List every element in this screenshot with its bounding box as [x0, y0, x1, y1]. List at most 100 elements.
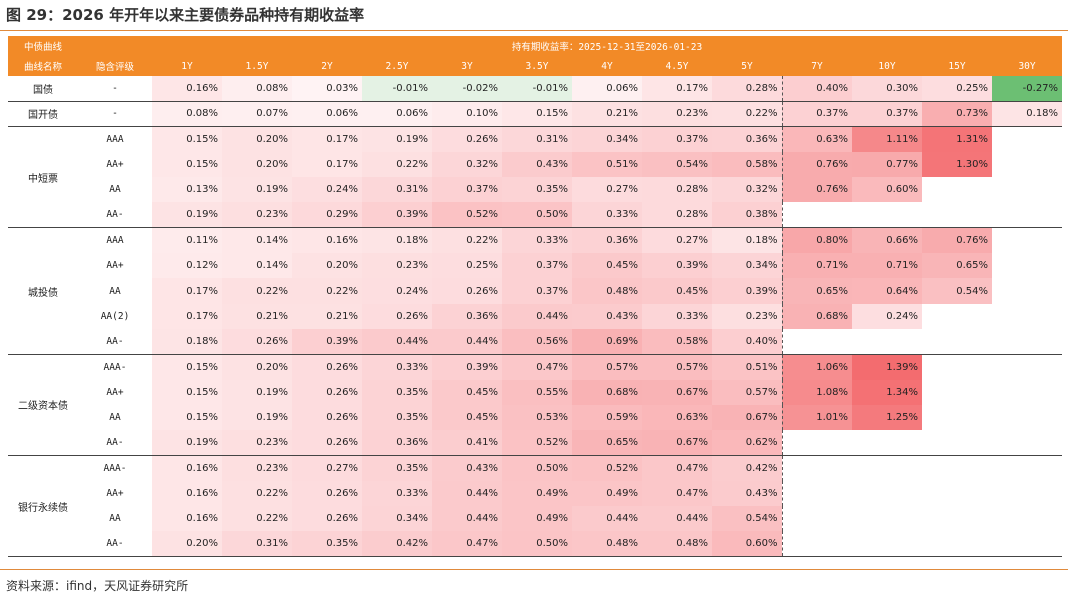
yield-cell: 0.44%	[502, 303, 572, 329]
rating-cell: AA	[109, 184, 121, 196]
yield-cell: 0.58%	[712, 151, 783, 178]
yield-cell: 0.24%	[362, 278, 432, 304]
rating-cell: AA(2)	[100, 310, 130, 322]
rating-cell: -	[78, 101, 152, 128]
yield-cell: 0.32%	[712, 177, 783, 203]
table-row: AA- 0.20% 0.31% 0.35% 0.42% 0.47% 0.50% 0.48% 0.…	[8, 531, 1063, 558]
yield-cell: 0.76%	[782, 151, 852, 178]
curve-name: 国债	[8, 76, 78, 102]
yield-cell: 0.22%	[292, 278, 362, 304]
rating-cell: AA+	[106, 487, 124, 499]
yield-cell: 1.06%	[782, 354, 852, 380]
yield-cell	[992, 152, 1062, 177]
yield-cell	[922, 202, 992, 229]
yield-cell	[992, 354, 1062, 379]
tenor-header: 30Y	[992, 56, 1063, 76]
yield-cell: 0.16%	[152, 455, 222, 481]
yield-cell: 0.48%	[572, 278, 642, 304]
rating-cell: AA-	[78, 531, 152, 558]
yield-cell	[782, 531, 852, 558]
yield-cell: 0.33%	[362, 480, 432, 507]
yield-cell: 0.34%	[712, 253, 783, 279]
yield-cell: 0.23%	[362, 253, 432, 279]
table-row: AA+ 0.15% 0.20% 0.17% 0.22% 0.32% 0.43% 0.51% 0.…	[8, 151, 1062, 178]
yield-cell: 0.26%	[292, 354, 362, 380]
yield-cell	[922, 328, 992, 355]
yield-cell	[992, 202, 1063, 229]
yield-cell: 0.12%	[152, 253, 222, 279]
yield-cell: 0.73%	[922, 101, 992, 128]
yield-cell: 0.26%	[222, 328, 292, 355]
yield-cell: 1.31%	[922, 126, 992, 152]
yield-cell: 0.45%	[432, 379, 502, 405]
yield-cell: 0.37%	[502, 253, 572, 279]
yield-cell: 1.39%	[852, 354, 922, 380]
yield-cell	[782, 481, 852, 506]
table-row: AA 0.15% 0.19% 0.26% 0.35% 0.45% 0.53% 0.59% 0.6…	[8, 404, 1062, 431]
yield-cell: 0.14%	[222, 253, 292, 279]
yield-cell: 0.47%	[642, 455, 712, 481]
rating-cell: AA+	[106, 159, 124, 171]
tenor-header: 3.5Y	[502, 56, 572, 76]
yield-cell: 0.77%	[852, 151, 922, 178]
yield-cell: 0.52%	[432, 202, 502, 229]
yield-cell: 0.76%	[922, 227, 992, 254]
yield-cell: 0.17%	[152, 278, 222, 304]
header-rating: 隐含评级	[78, 56, 152, 76]
yield-table-container: 中债曲线 持有期收益率：2025-12-31至2026-01-23 曲线名称 隐…	[8, 36, 1063, 558]
yield-cell: 0.36%	[432, 303, 502, 329]
yield-cell: 0.06%	[362, 101, 432, 128]
tenor-header: 5Y	[712, 56, 782, 76]
figure-title: 图 29：2026 年开年以来主要债券品种持有期收益率	[6, 6, 365, 24]
yield-cell: 0.24%	[292, 177, 362, 203]
yield-cell: 0.45%	[572, 253, 642, 279]
yield-cell: 0.44%	[362, 328, 432, 355]
yield-cell: 1.30%	[922, 151, 992, 178]
yield-cell: 0.27%	[292, 455, 362, 481]
tenor-header: 2Y	[292, 56, 362, 76]
yield-cell: 0.36%	[712, 126, 783, 152]
tenor-header: 4.5Y	[642, 56, 712, 76]
yield-cell: 0.28%	[642, 202, 712, 229]
yield-cell: 0.35%	[362, 455, 432, 481]
yield-cell: 0.26%	[292, 404, 362, 431]
yield-cell: 0.60%	[852, 177, 922, 203]
yield-cell: 0.42%	[362, 531, 432, 558]
yield-cell: 1.25%	[852, 404, 922, 431]
yield-cell	[922, 405, 992, 430]
yield-cell: 0.20%	[222, 354, 292, 380]
rating-cell: AA	[109, 513, 121, 525]
yield-cell: 0.67%	[642, 430, 712, 456]
yield-cell: 0.15%	[152, 126, 222, 152]
yield-cell: 0.45%	[642, 278, 712, 304]
yield-cell	[782, 455, 852, 480]
yield-cell: 0.42%	[712, 455, 783, 481]
yield-cell: 0.27%	[572, 177, 642, 203]
table-row: AA 0.13% 0.19% 0.24% 0.31% 0.37% 0.35% 0.27% 0.2…	[8, 177, 1062, 203]
yield-cell: 0.19%	[152, 202, 222, 229]
header-row-top: 中债曲线 持有期收益率：2025-12-31至2026-01-23	[8, 36, 1063, 56]
yield-cell: 0.20%	[152, 531, 222, 558]
table-row: AA 0.16% 0.22% 0.26% 0.34% 0.44% 0.49% 0.44% 0.4…	[8, 506, 1062, 532]
curve-name: 国开债	[8, 101, 78, 128]
yield-cell: 0.16%	[152, 506, 222, 532]
yield-cell: 1.11%	[852, 126, 922, 152]
yield-cell: 0.22%	[222, 480, 292, 507]
yield-cell	[992, 228, 1062, 253]
yield-cell: 0.65%	[572, 430, 642, 456]
yield-cell: 0.44%	[432, 506, 502, 532]
table-row: AA- 0.19% 0.23% 0.26% 0.36% 0.41% 0.52% 0.65% 0.…	[8, 430, 1063, 456]
yield-cell: 0.18%	[152, 328, 222, 355]
yield-cell	[992, 531, 1063, 558]
yield-cell: 0.49%	[572, 480, 642, 507]
yield-cell: 0.65%	[782, 278, 852, 304]
yield-cell: 0.16%	[152, 76, 222, 102]
yield-cell: 0.15%	[152, 151, 222, 178]
yield-cell: 0.43%	[432, 455, 502, 481]
yield-cell: 0.59%	[572, 404, 642, 431]
yield-cell: -0.27%	[992, 76, 1063, 102]
yield-cell: -0.02%	[432, 76, 502, 102]
yield-cell: 0.18%	[712, 227, 783, 254]
rating-cell: AA-	[78, 328, 152, 355]
yield-cell: 0.39%	[362, 202, 432, 229]
